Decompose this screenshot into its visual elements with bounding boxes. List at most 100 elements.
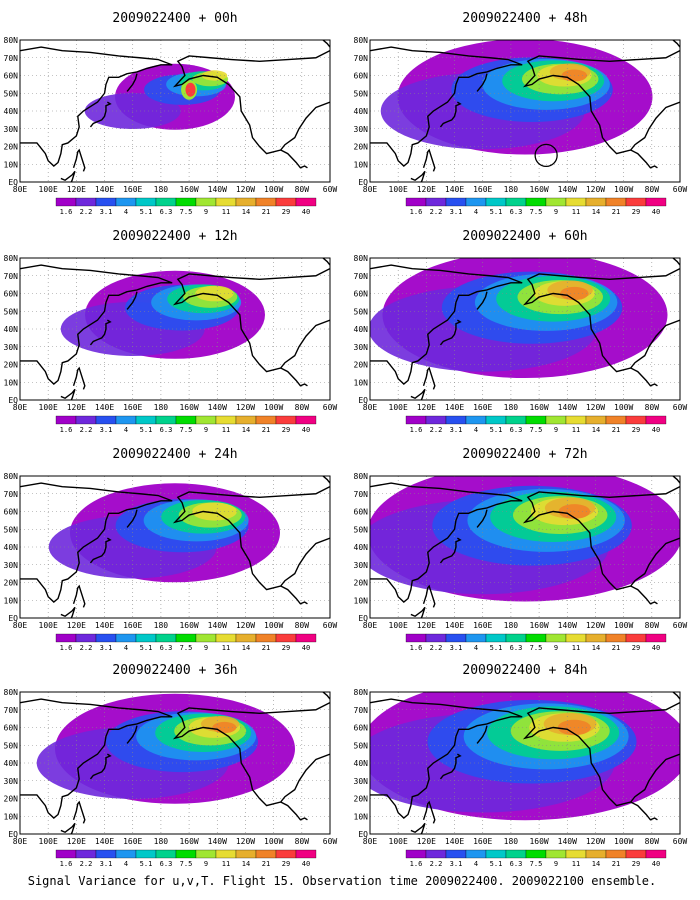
lat-tick-label: 10N <box>354 160 369 169</box>
colorbar-label: 6.3 <box>510 208 523 216</box>
lon-tick-label: 180 <box>504 837 519 846</box>
coastline <box>60 388 76 400</box>
coastline <box>370 482 523 603</box>
colorbar-swatch <box>215 633 237 643</box>
colorbar-label: 5.1 <box>490 644 503 652</box>
lat-tick-label: 30N <box>354 343 369 352</box>
colorbar-label: 2.2 <box>80 208 93 216</box>
colorbar-label: 2.2 <box>430 644 443 652</box>
colorbar-swatch <box>235 849 257 859</box>
colorbar-swatch <box>75 849 97 859</box>
lon-tick-label: 120W <box>586 403 605 412</box>
colorbar-label: 1.6 <box>60 426 73 434</box>
lon-tick-label: 120E <box>417 185 436 194</box>
coastline <box>280 585 308 605</box>
lon-tick-label: 120W <box>586 621 605 630</box>
colorbar-swatch <box>625 633 647 643</box>
lon-tick-label: 140E <box>95 837 114 846</box>
colorbar-swatch <box>445 633 467 643</box>
coastline <box>322 258 330 266</box>
lat-tick-label: 30N <box>354 561 369 570</box>
map-panel: 2009022400 + 36h EQ 10N 20N 30N 40N 50N 60N 70N 8… <box>4 663 338 868</box>
colorbar-swatch <box>445 849 467 859</box>
colorbar-swatch <box>585 197 607 207</box>
colorbar-swatch <box>255 849 277 859</box>
panel-title: 2009022400 + 24h <box>112 447 237 462</box>
colorbar: 1.6 2.2 3.1 4 5.1 6.3 7.5 9 11 14 21 29 40 <box>55 633 317 652</box>
lon-tick-label: 80E <box>13 837 28 846</box>
coastlines <box>370 476 680 618</box>
map-frame <box>369 257 681 401</box>
colorbar-swatch <box>175 849 197 859</box>
colorbar-swatch <box>275 633 297 643</box>
coastlines <box>20 40 330 182</box>
colorbar-swatch <box>545 197 567 207</box>
lon-tick-label: 60W <box>323 185 338 194</box>
colorbar-swatch <box>545 633 567 643</box>
coastlines <box>370 692 680 834</box>
colorbar-swatch <box>95 197 117 207</box>
map-frame <box>19 475 331 619</box>
colorbar-swatch <box>625 415 647 425</box>
colorbar-swatch <box>275 415 297 425</box>
colorbar-label: 21 <box>262 426 270 434</box>
lon-tick-label: 120W <box>236 621 255 630</box>
colorbar-swatch <box>405 633 427 643</box>
colorbar-swatch <box>545 415 567 425</box>
colorbar-label: 21 <box>612 426 620 434</box>
colorbar-label: 14 <box>242 860 250 868</box>
lon-tick-label: 100E <box>39 403 58 412</box>
colorbar-swatch <box>565 197 587 207</box>
panel-title: 2009022400 + 12h <box>112 229 237 244</box>
lon-tick-label: 100W <box>614 403 633 412</box>
lat-tick-label: 10N <box>4 812 19 821</box>
colorbar-swatch <box>275 197 297 207</box>
colorbar-swatch <box>215 197 237 207</box>
colorbar-label: 29 <box>632 426 640 434</box>
lon-tick-label: 80E <box>13 621 28 630</box>
colorbar-label: 7.5 <box>180 426 193 434</box>
colorbar-swatch <box>505 415 527 425</box>
lat-tick-label: 30N <box>4 777 19 786</box>
colorbar-label: 9 <box>554 860 558 868</box>
colorbar-label: 14 <box>242 644 250 652</box>
colorbar-label: 21 <box>262 208 270 216</box>
colorbar-label: 14 <box>242 426 250 434</box>
colorbar: 1.6 2.2 3.1 4 5.1 6.3 7.5 9 11 14 21 29 40 <box>55 415 317 434</box>
lon-tick-label: 180 <box>504 621 519 630</box>
lat-tick-label: 10N <box>4 160 19 169</box>
lon-tick-label: 120W <box>236 403 255 412</box>
coastline <box>60 170 76 182</box>
lat-tick-label: 50N <box>4 89 19 98</box>
colorbar-label: 4 <box>474 860 478 868</box>
colorbar-label: 6.3 <box>510 860 523 868</box>
lon-tick-label: 140W <box>208 403 227 412</box>
lat-tick-label: EQ <box>8 396 18 405</box>
lon-tick-label: 160E <box>473 403 492 412</box>
lon-tick-label: 160W <box>529 621 548 630</box>
colorbar-label: 29 <box>632 208 640 216</box>
colorbar-swatch <box>485 197 507 207</box>
colorbar-swatch <box>55 415 77 425</box>
lat-tick-label: 50N <box>4 307 19 316</box>
colorbar-label: 29 <box>282 208 290 216</box>
colorbar-label: 11 <box>572 860 580 868</box>
colorbar: 1.6 2.2 3.1 4 5.1 6.3 7.5 9 11 14 21 29 40 <box>405 197 667 216</box>
lat-tick-label: 40N <box>354 107 369 116</box>
lon-tick-label: 120E <box>417 837 436 846</box>
lat-tick-label: 10N <box>354 596 369 605</box>
lon-tick-label: 100E <box>389 837 408 846</box>
colorbar-label: 3.1 <box>100 644 113 652</box>
lon-tick-label: 120E <box>67 837 86 846</box>
colorbar-label: 14 <box>592 860 600 868</box>
colorbar-label: 7.5 <box>180 208 193 216</box>
colorbar-label: 21 <box>262 644 270 652</box>
lat-tick-label: 50N <box>354 741 369 750</box>
colorbar-label: 5.1 <box>140 208 153 216</box>
colorbar-label: 6.3 <box>160 208 173 216</box>
coastline <box>322 692 330 700</box>
colorbar-label: 40 <box>652 860 660 868</box>
coastline <box>439 537 462 564</box>
colorbar-swatch <box>235 197 257 207</box>
